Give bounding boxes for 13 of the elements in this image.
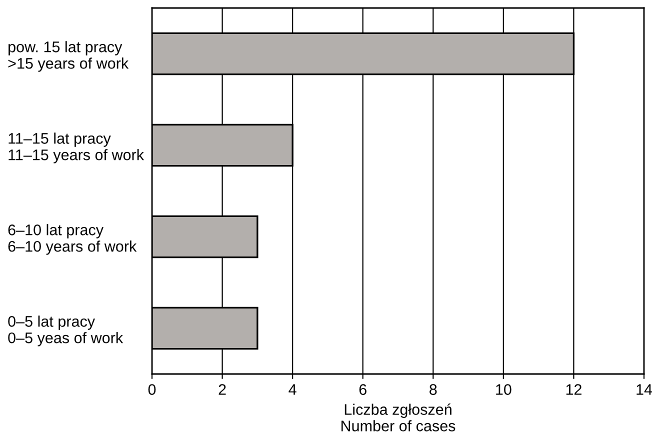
y-tick-label: pow. 15 lat pracy >15 years of work [8,41,129,72]
y-tick-label: 0–5 lat pracy 0–5 yeas of work [8,316,124,346]
x-tick-label: 14 [636,384,652,395]
x-axis-title: Liczba zgłoszeń Number of cases [342,404,456,432]
y-tick-label: 11–15 lat pracy 11–15 years of work [8,132,144,164]
x-tick-label: 0 [148,384,156,395]
x-tick-label: 4 [288,384,296,395]
x-tick-label: 2 [218,384,226,395]
x-tick-label: 8 [430,384,437,395]
x-tick-label: 12 [566,384,582,395]
x-tick-label: 10 [496,384,512,395]
y-tick-label: 6–10 lat pracy 6–10 years of work [8,224,137,255]
x-tick-label: 6 [359,384,366,395]
